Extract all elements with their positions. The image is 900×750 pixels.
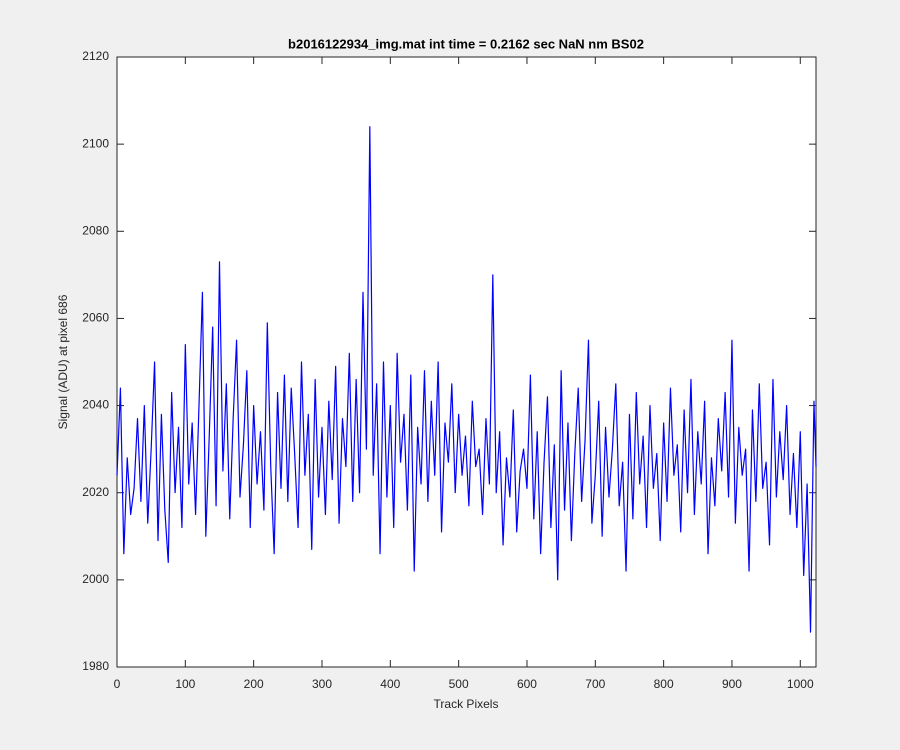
- y-tick-label: 2080: [82, 223, 109, 237]
- y-tick-label: 2060: [82, 311, 109, 325]
- y-tick-label: 2000: [82, 572, 109, 586]
- y-tick-label: 1980: [82, 659, 109, 673]
- x-tick-label: 0: [114, 677, 121, 691]
- y-axis-label: Signal (ADU) at pixel 686: [56, 294, 70, 429]
- x-tick-label: 300: [312, 677, 332, 691]
- x-tick-label: 600: [517, 677, 537, 691]
- x-tick-label: 800: [654, 677, 674, 691]
- signal-line: [116, 126, 817, 633]
- x-tick-label: 700: [585, 677, 605, 691]
- plot-area: [116, 56, 817, 668]
- x-tick-label: 200: [244, 677, 264, 691]
- y-tick-label: 2100: [82, 136, 109, 150]
- x-tick-label: 100: [175, 677, 195, 691]
- x-axis-label: Track Pixels: [434, 697, 499, 711]
- x-tick-label: 500: [449, 677, 469, 691]
- y-tick-label: 2020: [82, 485, 109, 499]
- x-tick-label: 1000: [787, 677, 814, 691]
- x-tick-label: 900: [722, 677, 742, 691]
- chart-title: b2016122934_img.mat int time = 0.2162 se…: [288, 36, 644, 51]
- y-tick-label: 2040: [82, 398, 109, 412]
- y-tick-label: 2120: [82, 49, 109, 63]
- x-tick-label: 400: [380, 677, 400, 691]
